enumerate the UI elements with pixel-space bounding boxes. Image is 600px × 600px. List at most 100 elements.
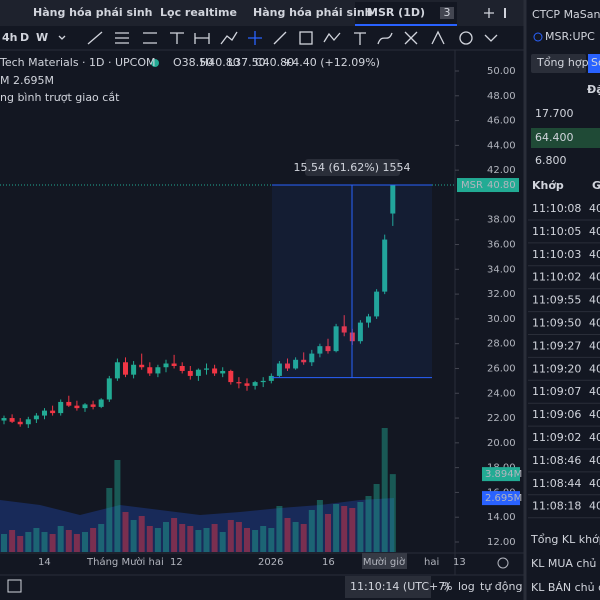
price-tick-label: 20.00 <box>487 438 516 449</box>
panel-tab[interactable]: Tổng hợp <box>536 56 589 69</box>
price-tick-label: 48.00 <box>487 91 516 102</box>
candle-body <box>260 380 266 383</box>
candle-body <box>139 364 145 368</box>
date-label: 14 <box>38 557 51 568</box>
arrows-icon[interactable] <box>404 31 418 45</box>
crosshair-icon[interactable] <box>248 31 262 45</box>
candle-body <box>123 362 128 375</box>
price-tick-label: 34.00 <box>487 264 516 275</box>
candle-body <box>114 362 120 379</box>
right-panel <box>525 0 600 600</box>
trade-time: 11:09:20 <box>532 362 581 375</box>
date-label: 12 <box>170 557 183 568</box>
panel-title: CTCP MaSan <box>532 8 600 21</box>
bottom-log[interactable]: log <box>458 580 475 593</box>
trade-price: 40 <box>589 454 600 467</box>
volume-bar <box>187 526 194 552</box>
fib-icon[interactable] <box>115 32 129 44</box>
candle-body <box>325 346 331 352</box>
candle-body <box>163 363 169 368</box>
trend-line-icon[interactable] <box>87 31 103 45</box>
bottom-percent[interactable]: % <box>442 580 452 593</box>
trade-price: 40 <box>589 271 600 284</box>
text-icon[interactable] <box>354 32 366 45</box>
trade-price: 40 <box>589 500 600 513</box>
volume-bar <box>357 502 364 552</box>
panel-col-header: Đặ <box>587 83 600 96</box>
candle-body <box>252 382 258 386</box>
rect-icon[interactable] <box>299 31 313 45</box>
candle-body <box>17 421 23 425</box>
candle-body <box>33 415 39 420</box>
price-tick-label: 22.00 <box>487 413 516 424</box>
measure-icon[interactable] <box>431 30 445 45</box>
date-label: 16 <box>322 557 335 568</box>
candle-body <box>244 383 250 386</box>
date-range-icon[interactable] <box>7 579 22 593</box>
settings-icon[interactable] <box>497 557 509 569</box>
volume-bar <box>308 510 315 552</box>
trade-price: 40 <box>589 408 600 421</box>
legend-ohlc: L37.50 <box>228 56 266 69</box>
legend-volume: M 2.695M <box>0 74 54 87</box>
trade-time: 11:08:18 <box>532 500 581 513</box>
tab[interactable]: Hàng hóa phái sinh <box>33 6 153 19</box>
interval[interactable]: W <box>36 31 48 44</box>
more-icon[interactable] <box>484 34 498 42</box>
pattern-icon[interactable] <box>220 31 238 45</box>
candle-body <box>236 382 242 384</box>
volume-bar <box>90 528 97 552</box>
tab[interactable]: Lọc realtime <box>160 6 237 19</box>
candle-body <box>9 418 15 422</box>
panel-tab[interactable]: Sổ <box>591 56 600 69</box>
volume-bar <box>284 518 291 552</box>
trade-time: 11:09:27 <box>532 339 581 352</box>
bottom-auto[interactable]: tự động <box>480 580 522 593</box>
volume-bar <box>365 496 372 552</box>
trade-price: 40 <box>589 362 600 375</box>
volume-bar <box>389 474 396 552</box>
text-t-icon[interactable] <box>170 32 184 44</box>
interval[interactable]: 4h <box>2 31 18 44</box>
panel-tab-bg <box>531 54 586 73</box>
legend-symbol: Tech Materials · 1D · UPCOM <box>0 56 156 69</box>
volume-bar <box>171 518 178 552</box>
volume-bar <box>300 524 307 552</box>
trade-price: 40 <box>589 294 600 307</box>
stat-bar <box>531 128 600 148</box>
volume-bar <box>41 532 48 552</box>
price-tick-label: 42.00 <box>487 165 516 176</box>
interval-dropdown[interactable] <box>58 35 66 40</box>
panel-tab-active-bg <box>588 54 600 73</box>
candle-body <box>155 367 161 374</box>
tab[interactable]: Hàng hóa phái sinh <box>253 6 373 19</box>
candle-body <box>374 291 380 317</box>
interval[interactable]: D <box>20 31 29 44</box>
curve-icon[interactable] <box>377 32 393 45</box>
tab-badge-bg <box>440 7 454 19</box>
brush-icon[interactable] <box>273 31 287 45</box>
trade-time: 11:10:05 <box>532 225 581 238</box>
path-icon[interactable] <box>323 32 341 43</box>
candle-body <box>187 370 193 376</box>
trade-price: 40 <box>589 248 600 261</box>
volume-bar <box>25 532 32 552</box>
candle-body <box>220 370 226 374</box>
legend-ohlc: O38.50 <box>173 56 213 69</box>
legend-ohlc: C40.80 <box>255 56 294 69</box>
add-tab-icon[interactable] <box>484 8 494 18</box>
measure-label-bg <box>305 159 400 177</box>
channel-icon[interactable] <box>143 32 157 44</box>
tab[interactable]: MSR (1D) <box>367 6 425 19</box>
volume-bar <box>179 524 186 552</box>
magnet-icon[interactable] <box>459 31 473 45</box>
tab-badge: 3 <box>444 6 451 19</box>
range-icon[interactable] <box>194 33 210 44</box>
candle-body <box>179 365 185 371</box>
volume-bar <box>260 526 267 552</box>
volume-bar <box>316 500 323 552</box>
volume-bar <box>219 532 226 552</box>
volume-bar <box>98 524 105 552</box>
trades-header: G <box>592 179 600 192</box>
